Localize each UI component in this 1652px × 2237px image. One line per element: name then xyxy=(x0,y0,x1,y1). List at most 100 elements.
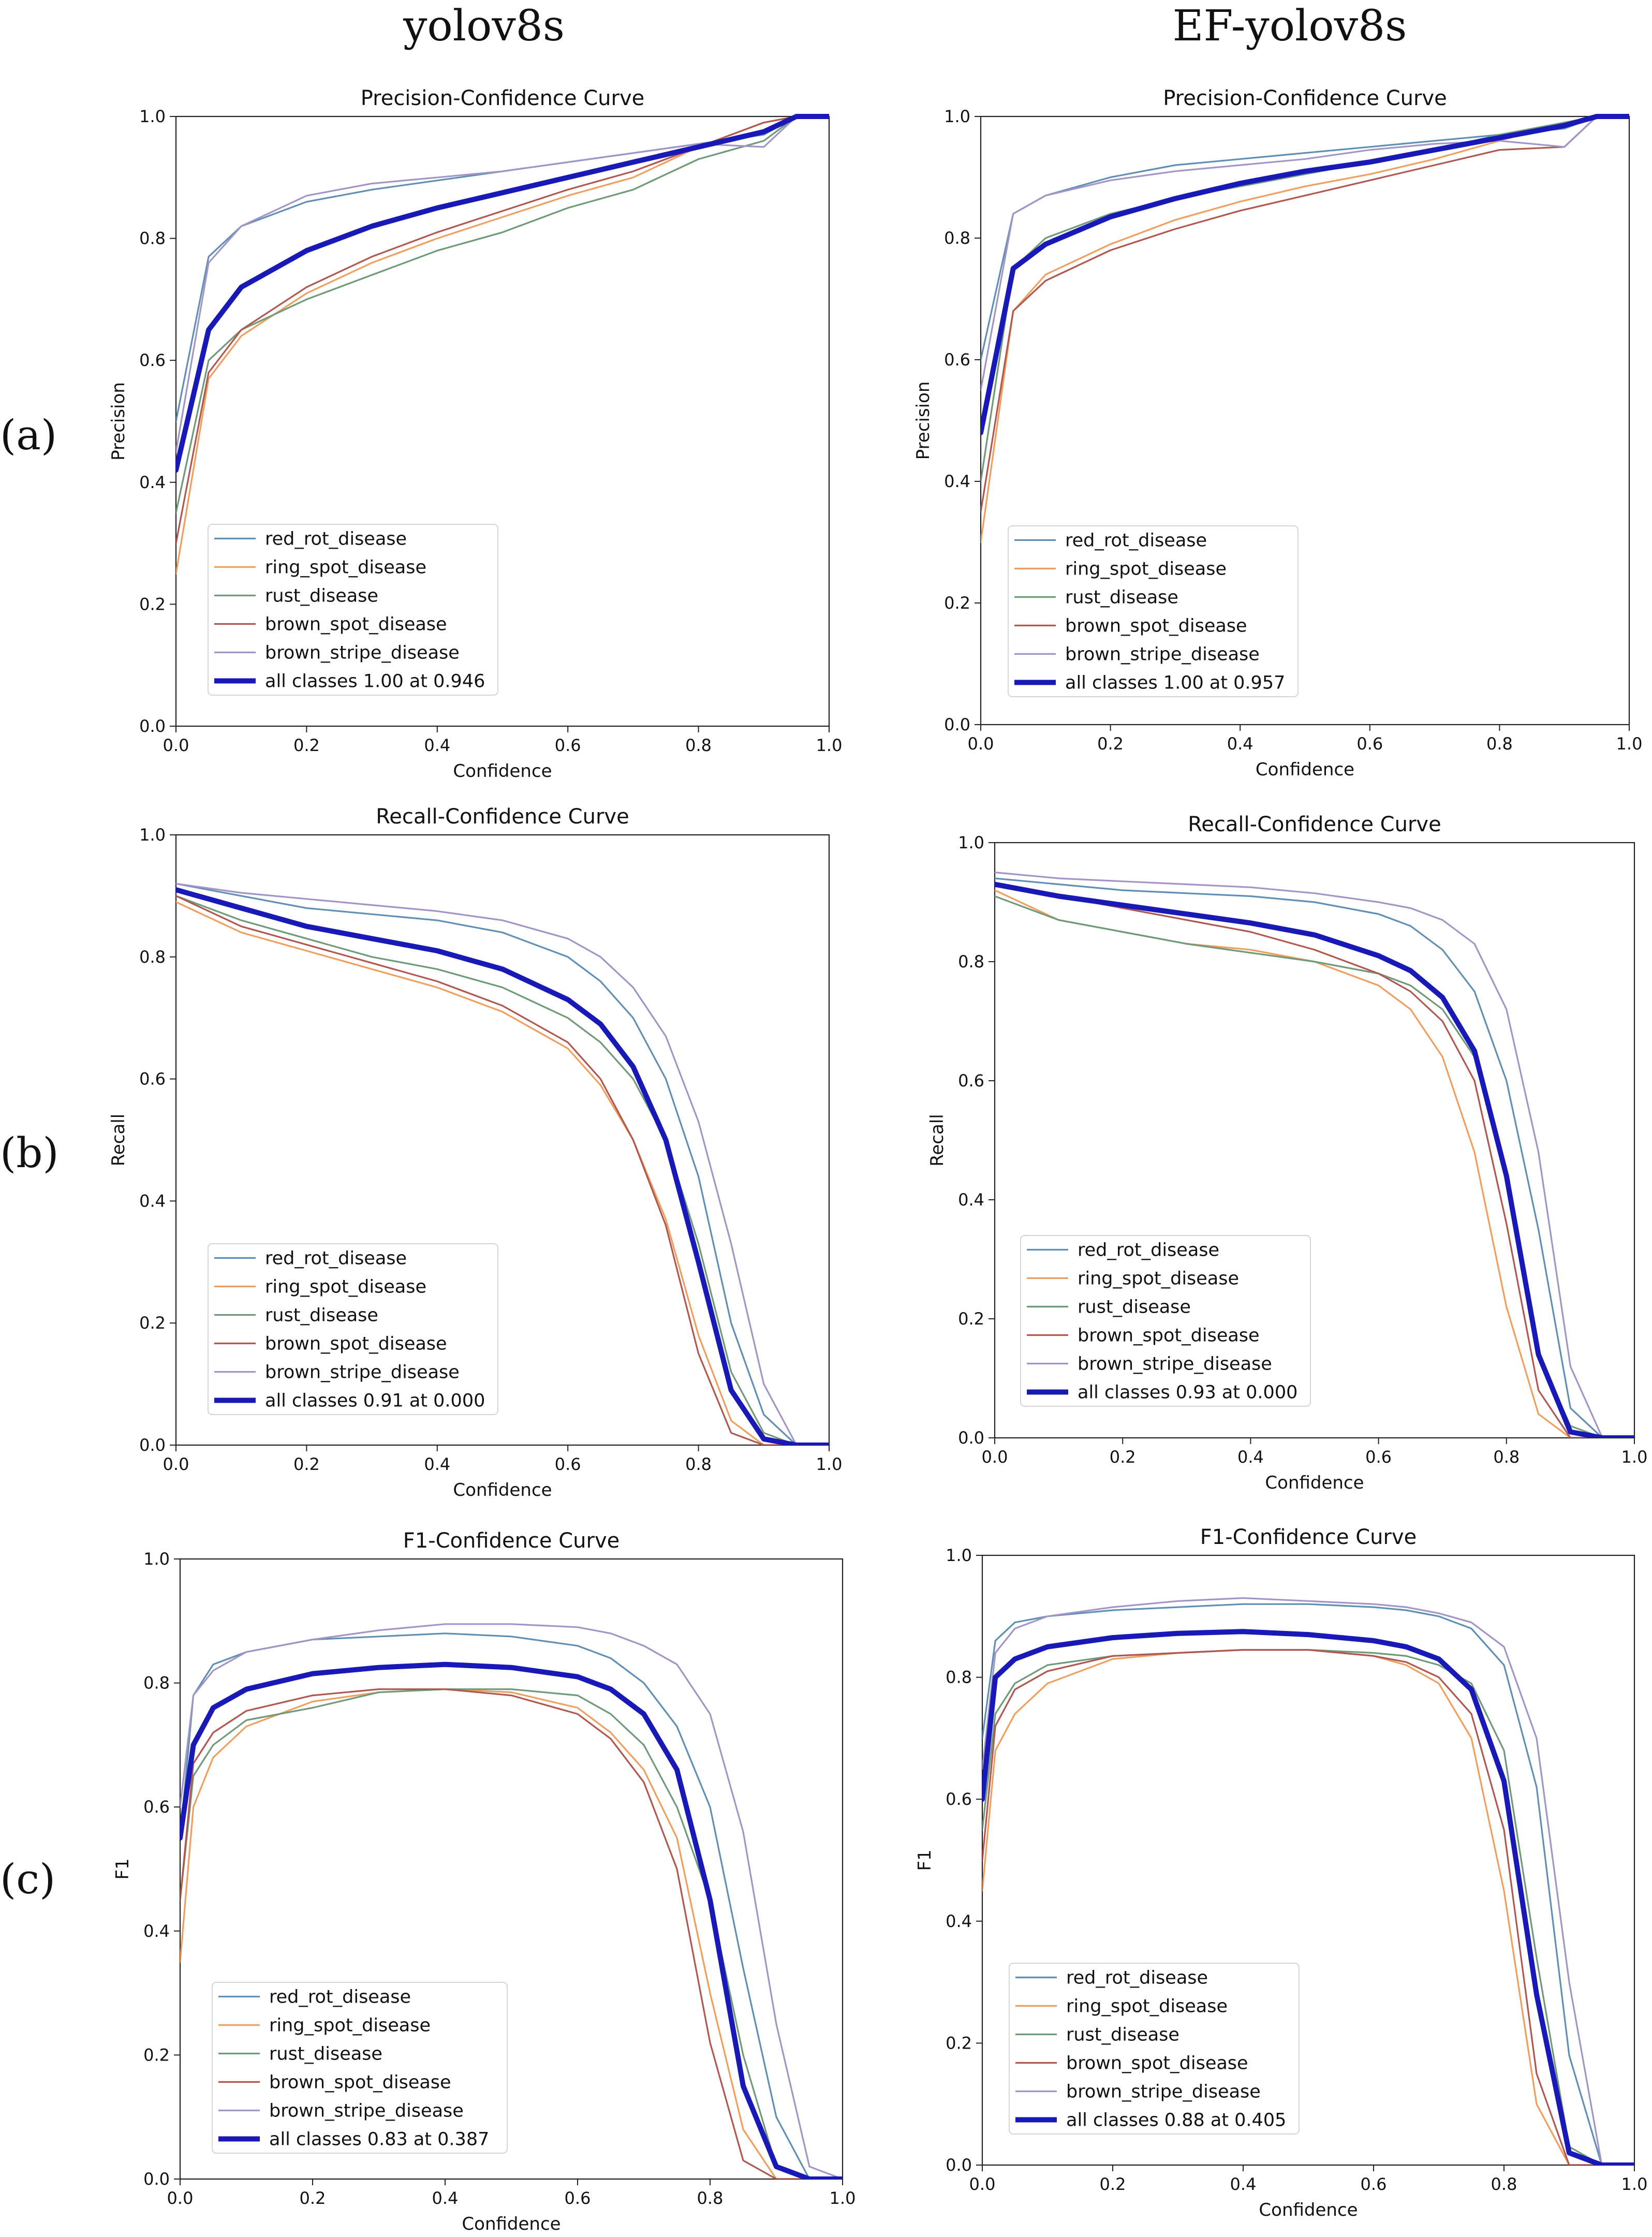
series-line-ring-spot-disease xyxy=(176,901,829,1445)
y-tick-label: 0.0 xyxy=(958,1428,984,1448)
y-axis-label: Precision xyxy=(913,381,934,460)
series-line-rust-disease xyxy=(176,895,829,1445)
legend-label: brown_spot_disease xyxy=(265,614,447,635)
y-tick-label: 0.0 xyxy=(139,1435,166,1455)
y-tick-label: 0.6 xyxy=(958,1071,984,1091)
legend: red_rot_disease ring_spot_disease rust_dis… xyxy=(1008,525,1299,697)
y-axis-label: Recall xyxy=(108,1114,129,1166)
series-line-all-classes xyxy=(982,1629,1634,2165)
series-line-ring-spot-disease xyxy=(180,1688,843,2179)
y-tick-label: 0.8 xyxy=(139,229,166,248)
y-tick-label: 0.6 xyxy=(944,350,970,370)
series-line-brown-stripe-disease xyxy=(981,115,1629,391)
y-tick-label: 0.4 xyxy=(958,1190,984,1210)
x-tick-label: 0.2 xyxy=(1110,1447,1136,1467)
recall-confidence-chart-ef-yolov8s: Recall-Confidence Curve 0.0 0.2 0.4 0.6 0.8 1.… xyxy=(927,813,1647,1493)
x-tick-label: 0.6 xyxy=(555,735,581,755)
legend-label: ring_spot_disease xyxy=(265,557,426,578)
x-tick-label: 0.2 xyxy=(1100,2174,1126,2194)
legend-label: brown_stripe_disease xyxy=(1066,2082,1261,2102)
series-lines xyxy=(982,1597,1634,2165)
legend: red_rot_disease ring_spot_disease rust_dis… xyxy=(1020,1235,1311,1407)
series-line-all-classes xyxy=(176,887,829,1445)
y-tick-label: 1.0 xyxy=(944,107,970,126)
y-tick-label: 0.0 xyxy=(944,715,970,734)
y-tick-label: 0.4 xyxy=(139,473,166,492)
legend-label: brown_spot_disease xyxy=(1065,616,1247,637)
legend-label: rust_disease xyxy=(265,586,378,607)
x-axis-label: Confidence xyxy=(462,2214,561,2234)
legend-label: brown_spot_disease xyxy=(1078,1326,1260,1346)
series-lines xyxy=(995,871,1634,1438)
y-tick-label: 0.8 xyxy=(143,1673,170,1693)
x-tick-label: 0.0 xyxy=(969,2174,996,2194)
y-axis-label: F1 xyxy=(915,1849,935,1871)
x-tick-label: 0.0 xyxy=(163,1454,189,1474)
y-tick-label: 1.0 xyxy=(958,833,984,852)
y-axis-label: F1 xyxy=(112,1858,133,1879)
x-tick-label: 0.8 xyxy=(685,735,712,755)
legend-label: brown_spot_disease xyxy=(1066,2053,1248,2074)
y-tick-label: 0.6 xyxy=(946,1789,972,1809)
x-tick-label: 0.8 xyxy=(685,1454,712,1474)
legend-label: red_rot_disease xyxy=(269,1987,411,2008)
x-tick-label: 0.6 xyxy=(1356,734,1383,754)
legend-label: all classes 0.91 at 0.000 xyxy=(265,1391,485,1411)
x-tick-label: 0.6 xyxy=(565,2188,591,2208)
chart-title: F1-Confidence Curve xyxy=(1200,1525,1417,1549)
x-tick-label: 0.0 xyxy=(167,2188,194,2208)
series-line-red-rot-disease xyxy=(180,1632,843,2179)
x-axis-label: Confidence xyxy=(1259,2200,1358,2220)
x-tick-label: 0.4 xyxy=(1230,2174,1257,2194)
precision-confidence-chart-ef-yolov8s: Precision-Confidence Curve 0.0 0.2 0.4 0.6 0.… xyxy=(913,86,1642,780)
series-line-red-rot-disease xyxy=(995,877,1634,1438)
chart-title: Recall-Confidence Curve xyxy=(1188,813,1441,836)
series-line-all-classes xyxy=(176,114,829,473)
legend-label: ring_spot_disease xyxy=(1066,1996,1228,2017)
x-axis-label: Confidence xyxy=(1256,759,1354,780)
series-line-brown-spot-disease xyxy=(176,115,829,544)
x-axis-label: Confidence xyxy=(453,1480,552,1500)
y-tick-label: 1.0 xyxy=(139,825,166,845)
legend-box xyxy=(208,524,498,696)
series-line-brown-stripe-disease xyxy=(995,871,1634,1438)
legend-label: brown_spot_disease xyxy=(269,2072,451,2093)
legend-box xyxy=(1008,525,1299,697)
legend-label: brown_spot_disease xyxy=(265,1334,447,1355)
y-tick-label: 0.2 xyxy=(139,1313,166,1333)
x-tick-label: 0.0 xyxy=(968,734,994,754)
column-title-ef-yolov8s: EF-yolov8s xyxy=(1173,2,1407,51)
legend-label: all classes 0.93 at 0.000 xyxy=(1078,1382,1297,1403)
row-label-c: (c) xyxy=(0,1855,55,1903)
legend-label: ring_spot_disease xyxy=(1065,559,1227,580)
y-tick-label: 0.2 xyxy=(946,2033,972,2053)
series-line-brown-stripe-disease xyxy=(176,115,829,453)
series-line-brown-spot-disease xyxy=(982,1649,1634,2165)
x-tick-label: 0.2 xyxy=(1097,734,1124,754)
x-tick-label: 0.8 xyxy=(1491,2174,1517,2194)
series-line-rust-disease xyxy=(180,1688,843,2179)
legend-label: rust_disease xyxy=(1066,2025,1179,2045)
x-tick-label: 0.4 xyxy=(1237,1447,1264,1467)
legend-box xyxy=(208,1243,498,1415)
legend-label: rust_disease xyxy=(1078,1297,1191,1318)
y-tick-label: 0.2 xyxy=(139,594,166,614)
series-lines xyxy=(176,882,829,1445)
legend: red_rot_disease ring_spot_disease rust_dis… xyxy=(1009,1963,1300,2135)
series-line-red-rot-disease xyxy=(176,882,829,1445)
x-tick-label: 1.0 xyxy=(816,735,843,755)
y-tick-label: 0.6 xyxy=(143,1797,170,1817)
x-tick-label: 0.8 xyxy=(1486,734,1513,754)
y-tick-label: 0.2 xyxy=(944,593,970,613)
y-tick-label: 0.8 xyxy=(958,952,984,972)
x-tick-label: 0.6 xyxy=(555,1454,581,1474)
y-axis-label: Recall xyxy=(927,1114,948,1166)
legend-label: rust_disease xyxy=(265,1305,378,1326)
chart-title: F1-Confidence Curve xyxy=(403,1529,620,1553)
y-tick-label: 0.0 xyxy=(946,2155,972,2175)
legend-label: red_rot_disease xyxy=(265,529,407,550)
legend-box xyxy=(212,1982,508,2154)
x-tick-label: 0.8 xyxy=(1493,1447,1520,1467)
series-line-brown-stripe-disease xyxy=(982,1597,1634,2165)
x-tick-label: 0.0 xyxy=(982,1447,1008,1467)
